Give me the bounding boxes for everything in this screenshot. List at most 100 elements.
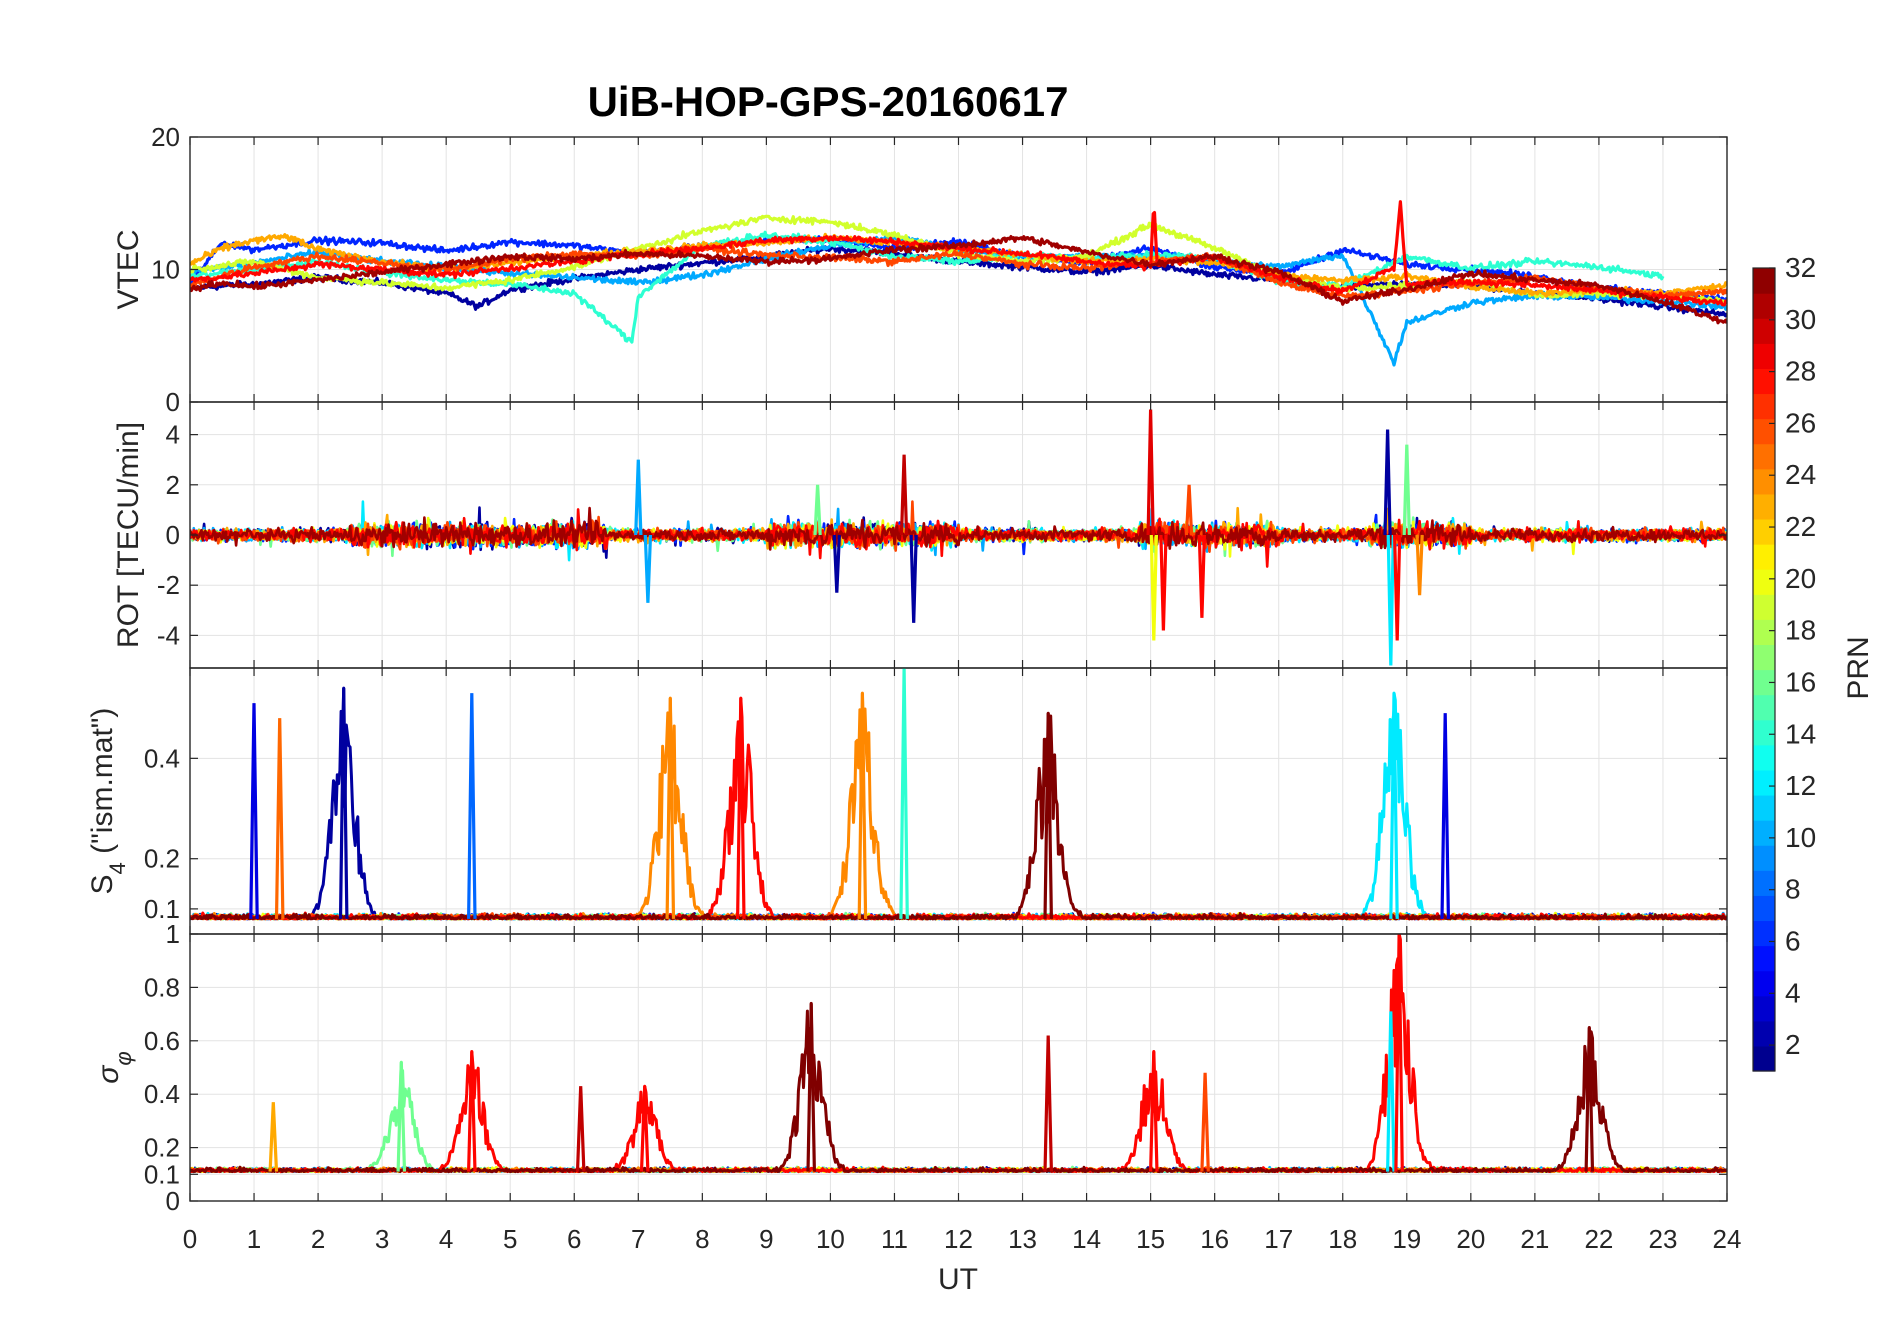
y-tick-label: 0.2 xyxy=(144,1133,180,1163)
colorbar-step xyxy=(1753,995,1775,1022)
y-tick-label: 0.4 xyxy=(144,1079,180,1109)
colorbar-step xyxy=(1753,293,1775,319)
rot-spike xyxy=(643,534,653,603)
panel-2: -4 -2 0 2 4 ROT [TECU/min] xyxy=(112,401,1728,669)
colorbar-step xyxy=(1753,468,1775,495)
x-tick-label: 13 xyxy=(1008,1224,1037,1254)
colorbar-step xyxy=(1753,970,1775,997)
colorbar-step xyxy=(1753,769,1775,796)
colorbar-tick-label: 26 xyxy=(1785,407,1816,438)
y-tick-label: 1 xyxy=(166,919,180,949)
sigma-phi-peak xyxy=(467,1051,477,1172)
y-tick-label: 0 xyxy=(166,520,180,550)
x-tick-label: 15 xyxy=(1136,1224,1165,1254)
x-tick-label: 21 xyxy=(1520,1224,1549,1254)
y-tick-label: 0.1 xyxy=(144,894,180,924)
x-tick-label: 17 xyxy=(1264,1224,1293,1254)
colorbar-step xyxy=(1753,418,1775,445)
rot-spike xyxy=(1402,444,1411,536)
colorbar-tick-label: 2 xyxy=(1785,1029,1801,1060)
y-tick-label: 0.2 xyxy=(144,844,180,874)
sigma-phi-line-prn-32 xyxy=(190,1001,1727,1174)
colorbar-step xyxy=(1753,744,1775,771)
colorbar-step xyxy=(1753,920,1775,947)
s4-peak xyxy=(1043,713,1053,919)
s4-line-prn-32 xyxy=(190,711,1727,921)
colorbar-step xyxy=(1753,644,1775,671)
colorbar-step xyxy=(1753,443,1775,470)
x-tick-label: 20 xyxy=(1456,1224,1485,1254)
x-tick-label: 22 xyxy=(1584,1224,1613,1254)
s4-peak xyxy=(1440,713,1450,919)
colorbar-step xyxy=(1753,518,1775,545)
s4-peak xyxy=(1389,693,1399,919)
rot-spike xyxy=(899,454,909,536)
colorbar-step xyxy=(1753,493,1775,520)
rot-spike xyxy=(634,459,643,536)
rot-spike xyxy=(909,534,918,623)
y-tick-label: 0.6 xyxy=(144,1026,180,1056)
x-tick-label: 7 xyxy=(631,1224,645,1254)
s4-peak xyxy=(338,688,349,919)
colorbar-tick-label: 30 xyxy=(1785,304,1816,335)
panel-3: 0.1 0.2 0.4 S4 ("ism.mat") xyxy=(86,667,1728,935)
y-tick-label: 0.4 xyxy=(144,743,180,773)
sigma-phi-peak xyxy=(1394,934,1404,1172)
sigma-phi-peak xyxy=(268,1102,279,1172)
sigma-phi-peak xyxy=(1386,1011,1396,1172)
colorbar-step xyxy=(1753,1020,1775,1047)
colorbar-step xyxy=(1753,870,1775,896)
sigma-phi-peak xyxy=(1149,1051,1159,1172)
y-tick-label: 10 xyxy=(151,255,180,285)
colorbar-tick-label: 6 xyxy=(1785,925,1801,956)
sigma-phi-peak xyxy=(639,1086,650,1172)
rot-spike xyxy=(832,534,841,593)
panel-2-series xyxy=(190,409,1727,666)
panel-4: 00.10.2 0.4 0.6 0.8 1 σφ xyxy=(92,919,1728,1216)
panel-3-y-label: S4 ("ism.mat") xyxy=(86,708,130,895)
x-tick-label: 9 xyxy=(759,1224,773,1254)
y-tick-label: -2 xyxy=(157,570,180,600)
colorbar-step xyxy=(1753,343,1775,369)
colorbar-step xyxy=(1753,368,1775,395)
colorbar-step xyxy=(1753,619,1775,646)
sigma-phi-peak xyxy=(396,1062,407,1172)
y-tick-label: 4 xyxy=(166,420,180,450)
x-tick-label: 6 xyxy=(567,1224,581,1254)
panel-4-y-label: σφ xyxy=(92,1051,136,1083)
colorbar-step xyxy=(1753,669,1775,696)
rot-spike xyxy=(1149,534,1158,641)
panel-1-y-label: VTEC xyxy=(112,229,145,309)
rot-spike xyxy=(1383,429,1392,536)
y-tick-label: 0.1 xyxy=(144,1159,180,1189)
colorbar-step xyxy=(1753,544,1775,570)
panel-3-series xyxy=(190,668,1727,921)
x-tick-label: 12 xyxy=(944,1224,973,1254)
colorbar-tick-label: 24 xyxy=(1785,459,1816,490)
sigma-phi-peak xyxy=(1043,1035,1053,1172)
rot-spike xyxy=(1197,534,1206,618)
s4-peak xyxy=(249,703,259,919)
colorbar-step xyxy=(1753,794,1775,821)
colorbar-step xyxy=(1753,268,1775,294)
rot-line-prn-31 xyxy=(190,506,1727,551)
colorbar-step xyxy=(1753,820,1775,846)
chart-title: UiB-HOP-GPS-20160617 xyxy=(588,78,1069,125)
x-tick-label: 5 xyxy=(503,1224,517,1254)
panel-4-series xyxy=(190,934,1727,1174)
sigma-phi-peak xyxy=(1200,1072,1210,1172)
s4-peak xyxy=(899,668,909,919)
x-tick-label: 2 xyxy=(311,1224,325,1254)
x-tick-label: 14 xyxy=(1072,1224,1101,1254)
s4-peak xyxy=(274,718,285,919)
rot-spike xyxy=(1386,534,1395,666)
colorbar-step xyxy=(1753,393,1775,420)
colorbar-step xyxy=(1753,945,1775,972)
colorbar-tick-label: 28 xyxy=(1785,356,1816,387)
y-tick-label: 2 xyxy=(166,470,180,500)
colorbar-tick-label: 10 xyxy=(1785,822,1816,853)
vtec-line-prn-31 xyxy=(190,235,1727,325)
